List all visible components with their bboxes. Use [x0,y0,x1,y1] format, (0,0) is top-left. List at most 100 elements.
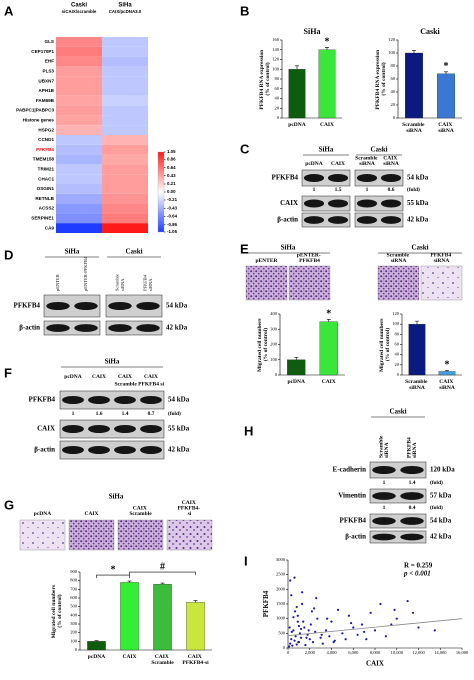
x-axis-label: CAIX [366,660,384,668]
point [308,638,311,641]
point [303,626,306,629]
group-name: Caski [411,244,428,252]
bar [120,582,139,651]
size-label: 57 kDa [430,492,452,500]
point [287,645,291,648]
x-tick-label: Scramble siRNA [405,379,429,391]
point [360,623,364,626]
heat-cell [56,135,102,145]
heat-cell [56,213,102,224]
significance-mark: * [325,37,330,48]
chart-title: Caski [420,27,440,36]
point [316,617,319,620]
point [289,579,292,582]
fold-value: 0.6 [388,187,395,193]
bar [287,359,306,376]
point [291,644,294,647]
column-condition: CAIX/pcDNA3.0 [109,9,142,14]
point [289,642,292,645]
y-tick-label: 600 [70,595,78,600]
size-label: 54 kDa [168,396,190,404]
heat-cell [56,184,102,194]
row-label: CA9 [45,225,55,230]
y-tick-label: 300 [70,621,78,626]
fit-line [287,618,463,637]
band [108,302,132,310]
error-bar [295,65,299,70]
row-name: β-actin [345,533,366,541]
band [400,492,424,500]
y-tick-label: 0 [75,647,78,652]
row-name: Vimentin [338,492,366,500]
point [301,602,304,606]
error-bar [326,319,331,322]
group-name: SiHa [319,146,334,154]
lane-label: CAIX [118,374,132,380]
heat-cell [56,125,102,135]
lane-label: Scramble siRNA [355,156,379,168]
point [344,638,347,641]
size-label: 42 kDa [166,324,188,332]
panel-letter: F [4,365,12,380]
point [295,643,298,646]
heat-cell [102,125,148,135]
point [293,639,296,642]
image-label: Scramble siRNA [387,253,411,265]
image-label: pcDNA [34,511,51,517]
band [356,199,378,208]
band [140,396,162,404]
blot-strip [59,440,165,460]
band [303,199,325,208]
y-tick-label: 700 [70,586,78,591]
x-tick-label: 14,000 [434,650,447,656]
band [46,302,70,310]
group-name: SiHa [281,244,296,252]
point [290,630,293,633]
y-tick-label: 100 [70,638,78,643]
fold-value: 1 [366,187,369,193]
x-tick-label: 8,000 [370,650,381,656]
row-label: APH1B [38,88,54,93]
point [295,605,298,609]
annotation: R = 0.259 [404,562,433,570]
fold-unit: (fold) [430,504,443,511]
micrograph [117,519,164,551]
y-tick-label: 40 [391,89,396,94]
row-name: β-actin [277,216,298,224]
x-tick-label: pcDNA [88,654,105,660]
heat-cell [56,46,102,57]
band [372,492,396,500]
heat-cell [102,56,148,67]
colorbar-label: 0.21 [167,181,176,186]
lane-label: pcDNA [305,161,322,167]
point [315,597,318,600]
y-axis-label: Migrated cell numbers (% of control) [51,584,63,639]
y-tick-label: 0 [277,115,280,120]
heat-cell [102,66,148,77]
point [292,629,295,632]
x-tick-label: 6,000 [348,650,359,656]
band [372,517,396,525]
heat-cell [102,203,148,214]
point [309,623,312,626]
colorbar-label: 1.05 [167,149,176,154]
bar [87,641,106,651]
panel-letter: H [244,423,253,438]
lane-label: PFKFB4 siRNA [407,436,419,458]
y-tick-label: 1000 [276,616,286,621]
band [74,324,98,332]
band [62,396,84,404]
x-tick-label: 16,000 [456,650,469,656]
group-name: SiHa [109,493,124,501]
band [88,425,110,433]
point [328,635,331,638]
panel-letter: E [240,241,249,256]
y-axis-label: PFKFB4 [262,590,270,617]
micrograph [420,265,463,301]
point [411,611,415,614]
heat-cell [56,193,102,204]
point [299,636,303,639]
y-tick-label: 100 [272,66,280,71]
y-tick-label: 2000 [276,586,286,591]
